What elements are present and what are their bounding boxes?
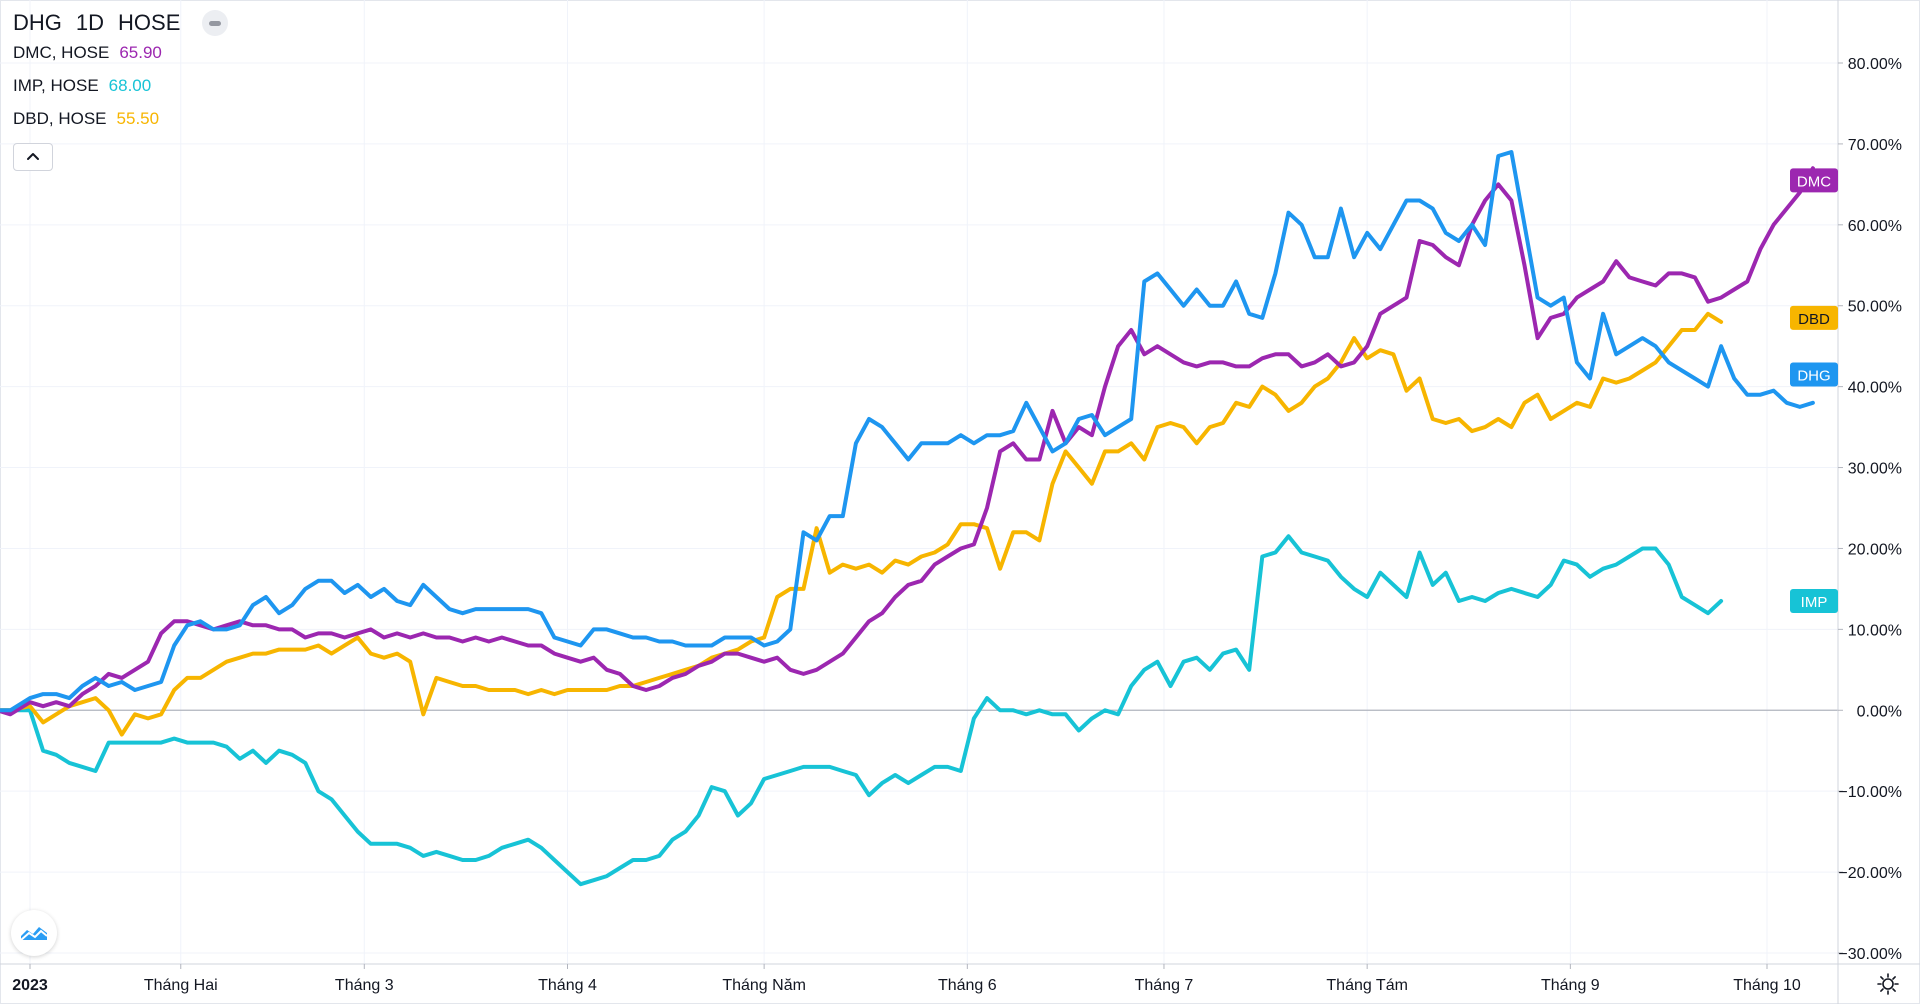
x-tick-label: Tháng Năm	[722, 977, 806, 994]
symbol-name: DHG	[13, 10, 62, 35]
price-tag-label: DBD	[1798, 311, 1830, 328]
collapse-legend-button[interactable]	[13, 143, 53, 171]
gear-graphic	[1877, 973, 1899, 995]
chart-legend: DHG 1D HOSE DMC, HOSE 65.90 IMP, HOSE 68…	[13, 10, 242, 135]
logo-graphic	[20, 927, 48, 941]
tradingview-logo-icon[interactable]	[11, 910, 57, 956]
price-tags: DMC DBD DHG IMP	[1790, 168, 1838, 614]
series-line-dbd	[0, 311, 1724, 737]
main-symbol-row[interactable]: DHG 1D HOSE	[13, 10, 242, 36]
y-tick-label: 20.00%	[1848, 541, 1902, 558]
price-tag-dbd	[1790, 305, 1838, 330]
x-tick-label: Tháng 7	[1135, 977, 1194, 994]
compare-value: 68.00	[108, 75, 152, 95]
compare-name: DMC, HOSE	[13, 42, 110, 62]
y-tick-label: 0.00%	[1857, 703, 1902, 720]
x-tick-label: Tháng 10	[1733, 977, 1801, 994]
y-tick-label: −10.00%	[1838, 784, 1902, 801]
x-tick-label: Tháng 6	[938, 977, 997, 994]
price-tag-label: DHG	[1797, 368, 1830, 385]
price-axis[interactable]: 80.00% 70.00% 60.00% 50.00% 40.00% 30.00% 20.0…	[1838, 56, 1902, 963]
compare-row-dbd[interactable]: DBD, HOSE 55.50	[13, 102, 242, 135]
y-tick-label: 10.00%	[1848, 622, 1902, 639]
y-tick-label: 40.00%	[1848, 380, 1902, 397]
settings-icon[interactable]	[1872, 968, 1904, 1000]
compare-name: IMP, HOSE	[13, 75, 99, 95]
exchange-label: HOSE	[118, 10, 181, 35]
grid-lines	[0, 0, 1838, 964]
price-tag-label: IMP	[1801, 594, 1828, 611]
price-tag-dmc	[1790, 168, 1838, 193]
price-tag-label: DMC	[1797, 173, 1831, 190]
compare-row-imp[interactable]: IMP, HOSE 68.00	[13, 69, 242, 102]
price-tag-imp	[1790, 589, 1838, 614]
compare-value: 65.90	[119, 42, 162, 62]
y-tick-label: 80.00%	[1848, 56, 1902, 73]
y-tick-label: −30.00%	[1838, 946, 1902, 963]
x-tick-label: Tháng 9	[1541, 977, 1600, 994]
x-tick-label: Tháng Hai	[144, 977, 218, 994]
x-tick-label: 2023	[12, 977, 48, 994]
y-tick-label: 50.00%	[1848, 299, 1902, 316]
chevron-up-icon	[27, 153, 39, 160]
compare-row-dmc[interactable]: DMC, HOSE 65.90	[13, 36, 242, 69]
y-tick-label: −20.00%	[1838, 865, 1902, 882]
price-tag-dhg	[1790, 362, 1838, 387]
y-tick-label: 30.00%	[1848, 461, 1902, 478]
y-tick-label: 70.00%	[1848, 137, 1902, 154]
y-tick-label: 60.00%	[1848, 218, 1902, 235]
time-axis[interactable]: 2023 Tháng Hai Tháng 3 Tháng 4 Tháng Năm Thán…	[12, 964, 1801, 994]
compare-name: DBD, HOSE	[13, 108, 107, 128]
interval-label: 1D	[75, 10, 105, 35]
more-dots-icon[interactable]	[202, 10, 229, 36]
series-line-dhg	[0, 150, 1815, 713]
x-tick-label: Tháng Tám	[1326, 977, 1408, 994]
x-tick-label: Tháng 4	[538, 977, 597, 994]
series-line-imp	[0, 534, 1724, 887]
compare-value: 55.50	[116, 108, 160, 128]
series-lines	[0, 150, 1815, 887]
series-line-dmc	[0, 166, 1815, 717]
x-tick-label: Tháng 3	[335, 977, 394, 994]
